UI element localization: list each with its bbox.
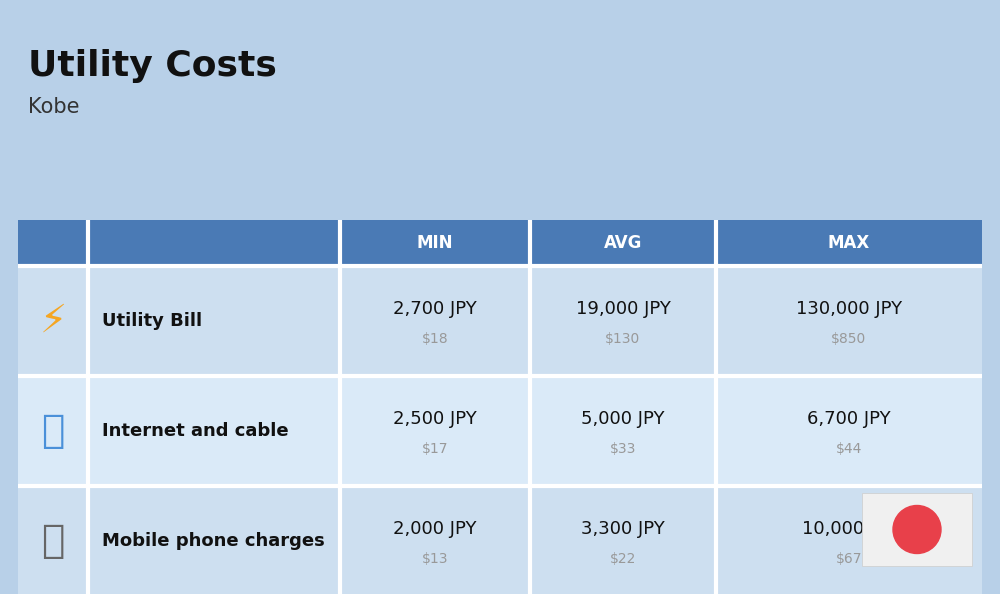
Text: MIN: MIN <box>417 234 453 252</box>
Text: 130,000 JPY: 130,000 JPY <box>796 300 902 318</box>
Text: $44: $44 <box>836 442 862 456</box>
Bar <box>716 376 982 486</box>
Text: Mobile phone charges: Mobile phone charges <box>102 532 325 550</box>
Text: 2,500 JPY: 2,500 JPY <box>393 410 477 428</box>
Text: $67: $67 <box>836 552 862 566</box>
Text: $33: $33 <box>610 442 636 456</box>
Text: 📶: 📶 <box>41 412 65 450</box>
Text: Kobe: Kobe <box>28 97 80 117</box>
Bar <box>530 266 716 376</box>
Text: 2,000 JPY: 2,000 JPY <box>393 520 477 538</box>
Circle shape <box>893 505 941 554</box>
Bar <box>340 266 530 376</box>
Text: 6,700 JPY: 6,700 JPY <box>807 410 891 428</box>
Text: 5,000 JPY: 5,000 JPY <box>581 410 665 428</box>
Bar <box>716 266 982 376</box>
Text: 2,700 JPY: 2,700 JPY <box>393 300 477 318</box>
Text: Internet and cable: Internet and cable <box>102 422 289 440</box>
Text: $18: $18 <box>422 332 448 346</box>
Bar <box>530 220 716 266</box>
Text: AVG: AVG <box>604 234 642 252</box>
Text: $850: $850 <box>831 332 867 346</box>
Text: MAX: MAX <box>828 234 870 252</box>
Text: 3,300 JPY: 3,300 JPY <box>581 520 665 538</box>
Text: 19,000 JPY: 19,000 JPY <box>576 300 670 318</box>
Bar <box>88 220 340 266</box>
Bar <box>340 220 530 266</box>
Bar <box>340 486 530 594</box>
Bar <box>18 486 88 594</box>
Text: $130: $130 <box>605 332 641 346</box>
Bar <box>340 376 530 486</box>
Bar <box>88 376 340 486</box>
Text: $13: $13 <box>422 552 448 566</box>
Bar <box>18 376 88 486</box>
Text: 10,000 JPY: 10,000 JPY <box>802 520 896 538</box>
Text: Utility Bill: Utility Bill <box>102 312 202 330</box>
FancyBboxPatch shape <box>862 493 972 566</box>
Text: Utility Costs: Utility Costs <box>28 49 277 83</box>
Text: ⚡: ⚡ <box>39 302 67 340</box>
Text: $22: $22 <box>610 552 636 566</box>
Bar <box>716 486 982 594</box>
Bar <box>18 266 88 376</box>
Bar <box>18 220 88 266</box>
Text: 📱: 📱 <box>41 522 65 560</box>
Bar <box>88 266 340 376</box>
Bar <box>88 486 340 594</box>
Bar <box>716 220 982 266</box>
Bar <box>530 486 716 594</box>
Text: $17: $17 <box>422 442 448 456</box>
Bar <box>530 376 716 486</box>
